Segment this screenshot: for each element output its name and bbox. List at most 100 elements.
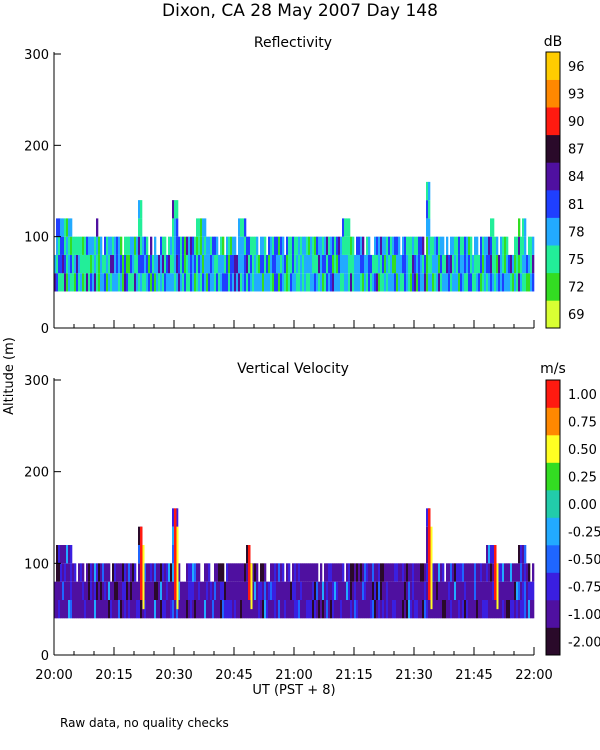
reflectivity-cell	[148, 273, 151, 292]
velocity-cell	[122, 563, 125, 582]
velocity-cell	[498, 563, 501, 582]
velocity-updraft	[494, 545, 497, 600]
velocity-cell	[386, 600, 389, 619]
reflectivity-cell	[268, 273, 271, 292]
velocity-cell	[234, 581, 237, 600]
reflectivity-cell	[134, 236, 137, 255]
reflectivity-cell	[88, 254, 91, 274]
reflectivity-cell	[422, 236, 425, 255]
velocity-cell	[374, 600, 377, 619]
reflectivity-cell	[308, 236, 311, 255]
velocity-cell	[92, 563, 95, 582]
velocity-cell	[508, 563, 511, 582]
reflectivity-cell	[474, 236, 477, 255]
velocity-cell	[356, 581, 359, 600]
velocity-cell	[82, 563, 85, 582]
reflectivity-cell	[364, 273, 367, 292]
reflectivity-cell	[178, 273, 181, 292]
reflectivity-cell	[360, 236, 363, 255]
velocity-cell	[394, 563, 397, 582]
x-tick-labels: 20:00 20:15 20:30 20:45 21:00 21:15 21:30 21:45…	[35, 668, 552, 683]
velocity-cell	[118, 581, 121, 600]
velocity-colorbar-swatch	[546, 407, 560, 436]
velocity-cell	[126, 563, 129, 582]
velocity-cell	[216, 563, 219, 582]
reflectivity-cell	[392, 254, 395, 274]
reflectivity-cell	[232, 254, 235, 274]
velocity-cell	[502, 581, 505, 600]
velocity-cell	[458, 581, 461, 600]
reflectivity-colorbar-label: 93	[568, 87, 585, 102]
velocity-cell	[512, 581, 515, 600]
velocity-cell	[482, 600, 485, 619]
velocity-cell	[232, 581, 235, 600]
reflectivity-cell	[146, 273, 149, 292]
reflectivity-cell	[416, 254, 419, 274]
velocity-cell	[370, 581, 373, 600]
velocity-cell	[136, 581, 139, 600]
reflectivity-cell	[396, 236, 399, 255]
reflectivity-cell	[418, 236, 421, 255]
reflectivity-cell	[276, 236, 279, 255]
reflectivity-cell	[258, 254, 261, 274]
velocity-cell	[370, 600, 373, 619]
reflectivity-cell	[386, 254, 389, 274]
reflectivity-cell	[348, 273, 351, 292]
reflectivity-cell	[228, 236, 231, 255]
reflectivity-cell	[334, 254, 337, 274]
velocity-cell	[530, 600, 533, 619]
reflectivity-cell	[62, 254, 65, 274]
reflectivity-cell	[86, 254, 89, 274]
velocity-cell	[456, 581, 459, 600]
velocity-cell	[144, 563, 147, 582]
reflectivity-cell	[142, 236, 145, 255]
velocity-cell	[360, 563, 363, 582]
reflectivity-cell	[250, 254, 253, 274]
velocity-cell	[482, 581, 485, 600]
reflectivity-cell	[350, 236, 353, 255]
reflectivity-cell	[144, 254, 147, 274]
reflectivity-colorbar-swatch	[546, 300, 560, 329]
reflectivity-cell	[288, 273, 291, 292]
reflectivity-cell	[206, 273, 209, 292]
reflectivity-cell	[110, 273, 113, 292]
reflectivity-cell	[92, 254, 95, 274]
velocity-cell	[188, 600, 191, 619]
reflectivity-cell	[72, 236, 75, 255]
velocity-cell	[366, 600, 369, 619]
velocity-cell	[480, 600, 483, 619]
reflectivity-cell	[384, 236, 387, 255]
reflectivity-cell	[360, 273, 363, 292]
figure-title: Dixon, CA 28 May 2007 Day 148	[162, 1, 438, 21]
reflectivity-cell	[108, 254, 111, 274]
velocity-cell	[206, 600, 209, 619]
velocity-cell	[418, 581, 421, 600]
reflectivity-cell	[484, 236, 487, 255]
reflectivity-cell	[330, 273, 333, 292]
reflectivity-cell	[142, 273, 145, 292]
reflectivity-cell	[322, 273, 325, 292]
reflectivity-cell	[294, 254, 297, 274]
x-tick-label: 20:15	[95, 668, 132, 683]
velocity-cell	[438, 563, 441, 582]
velocity-cell	[80, 600, 83, 619]
velocity-cell	[424, 600, 427, 619]
velocity-cell	[486, 600, 489, 619]
velocity-cell	[330, 600, 333, 619]
reflectivity-cell	[106, 273, 109, 292]
velocity-cell	[146, 581, 149, 600]
velocity-cell	[484, 563, 487, 582]
reflectivity-cell	[360, 254, 363, 274]
velocity-cell	[160, 581, 163, 600]
reflectivity-cell	[500, 254, 503, 274]
velocity-cell	[62, 581, 65, 600]
reflectivity-cell	[368, 236, 371, 255]
reflectivity-cell	[318, 254, 321, 274]
reflectivity-cell	[420, 273, 423, 292]
reflectivity-cell	[402, 236, 405, 255]
velocity-cell	[410, 600, 413, 619]
reflectivity-cell	[172, 200, 175, 219]
reflectivity-cell	[358, 273, 361, 292]
reflectivity-cell	[498, 273, 501, 292]
